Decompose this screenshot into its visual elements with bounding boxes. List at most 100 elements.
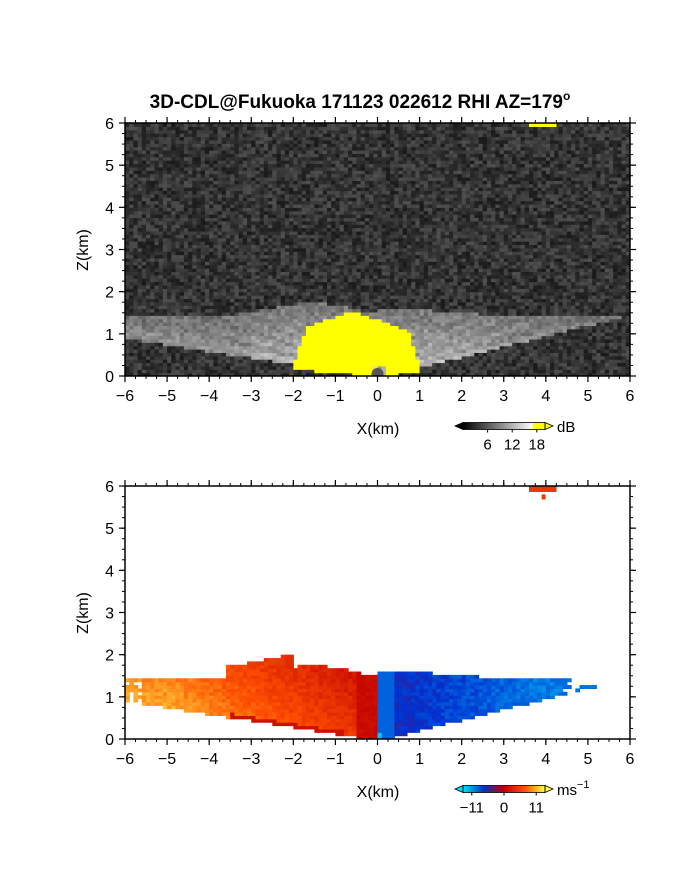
backscatter-cell bbox=[175, 220, 181, 225]
backscatter-cell bbox=[204, 284, 210, 289]
backscatter-cell bbox=[213, 143, 219, 148]
backscatter-cell bbox=[234, 345, 240, 350]
backscatter-cell bbox=[230, 352, 236, 357]
backscatter-cell bbox=[167, 180, 172, 185]
backscatter-cell bbox=[385, 281, 391, 286]
figure-title: 3D-CDL@Fukuoka 171123 022612 RHI AZ=179o bbox=[150, 89, 571, 113]
backscatter-cell bbox=[230, 129, 236, 134]
backscatter-cell bbox=[280, 197, 286, 202]
backscatter-cell bbox=[352, 308, 358, 313]
backscatter-cell bbox=[175, 197, 181, 202]
backscatter-cell bbox=[310, 203, 315, 208]
backscatter-cell bbox=[289, 369, 294, 374]
backscatter-cell bbox=[171, 203, 177, 208]
backscatter-cell bbox=[251, 355, 257, 360]
backscatter-cell bbox=[196, 197, 202, 202]
backscatter-cell bbox=[289, 197, 294, 202]
backscatter-cell bbox=[179, 183, 185, 188]
backscatter-cell bbox=[314, 230, 320, 235]
backscatter-cell bbox=[398, 210, 404, 215]
backscatter-cell bbox=[209, 200, 214, 205]
backscatter-cell bbox=[381, 153, 387, 158]
backscatter-cell bbox=[373, 163, 379, 168]
backscatter-cell bbox=[293, 318, 299, 323]
backscatter-cell bbox=[356, 349, 362, 353]
backscatter-cell bbox=[352, 362, 358, 367]
backscatter-cell bbox=[331, 156, 337, 161]
backscatter-cell bbox=[327, 176, 332, 181]
backscatter-cell bbox=[129, 352, 135, 357]
backscatter-cell bbox=[352, 251, 358, 256]
backscatter-cell bbox=[402, 338, 408, 343]
backscatter-cell bbox=[167, 210, 172, 215]
backscatter-cell bbox=[322, 284, 328, 289]
backscatter-cell bbox=[318, 146, 324, 151]
backscatter-cell bbox=[129, 288, 135, 293]
backscatter-cell bbox=[255, 163, 261, 168]
backscatter-cell bbox=[335, 170, 341, 175]
backscatter-cell bbox=[305, 311, 311, 316]
backscatter-cell bbox=[247, 315, 252, 320]
backscatter-cell bbox=[230, 295, 236, 300]
backscatter-cell bbox=[263, 129, 269, 134]
backscatter-cell bbox=[360, 136, 366, 141]
backscatter-cell bbox=[133, 359, 139, 364]
backscatter-cell bbox=[230, 268, 236, 273]
backscatter-cell bbox=[234, 166, 240, 171]
backscatter-cell bbox=[234, 359, 240, 364]
backscatter-cell bbox=[360, 173, 366, 178]
backscatter-cell bbox=[188, 369, 193, 374]
backscatter-cell bbox=[356, 372, 362, 376]
backscatter-cell bbox=[251, 156, 257, 161]
backscatter-cell bbox=[280, 332, 286, 337]
backscatter-cell bbox=[398, 305, 404, 310]
backscatter-cell bbox=[150, 143, 156, 148]
backscatter-cell bbox=[154, 318, 160, 323]
backscatter-cell bbox=[369, 149, 374, 154]
backscatter-cell bbox=[352, 247, 358, 252]
backscatter-cell bbox=[251, 149, 257, 154]
backscatter-cell bbox=[226, 153, 231, 158]
backscatter-cell bbox=[314, 311, 320, 316]
backscatter-cell bbox=[343, 176, 349, 181]
backscatter-cell bbox=[242, 288, 248, 293]
backscatter-cell bbox=[204, 153, 210, 158]
backscatter-cell bbox=[348, 160, 353, 165]
backscatter-cell bbox=[310, 335, 315, 340]
backscatter-cell bbox=[209, 180, 214, 185]
backscatter-cell bbox=[364, 305, 370, 310]
backscatter-cell bbox=[352, 254, 358, 259]
backscatter-cell bbox=[179, 322, 185, 326]
backscatter-cell bbox=[268, 190, 273, 195]
backscatter-cell bbox=[352, 315, 358, 320]
backscatter-cell bbox=[343, 301, 349, 306]
backscatter-cell bbox=[141, 190, 147, 195]
backscatter-cell bbox=[373, 345, 379, 350]
backscatter-cell bbox=[369, 183, 374, 188]
backscatter-cell bbox=[305, 278, 311, 283]
backscatter-cell bbox=[289, 227, 294, 232]
backscatter-cell bbox=[204, 193, 210, 198]
backscatter-cell bbox=[162, 332, 168, 337]
backscatter-cell bbox=[196, 237, 202, 242]
backscatter-cell bbox=[356, 325, 362, 330]
backscatter-cell bbox=[289, 261, 294, 266]
backscatter-cell bbox=[179, 156, 185, 161]
backscatter-cell bbox=[125, 352, 130, 357]
backscatter-cell bbox=[196, 254, 202, 259]
backscatter-cell bbox=[314, 274, 320, 279]
backscatter-cell bbox=[154, 322, 160, 326]
backscatter-cell bbox=[137, 359, 143, 364]
backscatter-cell bbox=[247, 214, 252, 219]
backscatter-cell bbox=[339, 210, 345, 215]
backscatter-cell bbox=[230, 288, 236, 293]
backscatter-cell bbox=[284, 261, 290, 266]
backscatter-cell bbox=[217, 295, 223, 300]
backscatter-cell bbox=[175, 318, 181, 323]
backscatter-cell bbox=[322, 217, 328, 222]
backscatter-cell bbox=[335, 318, 341, 323]
backscatter-cell bbox=[230, 156, 236, 161]
backscatter-cell bbox=[133, 234, 139, 239]
backscatter-cell bbox=[385, 207, 391, 212]
backscatter-cell bbox=[263, 274, 269, 279]
